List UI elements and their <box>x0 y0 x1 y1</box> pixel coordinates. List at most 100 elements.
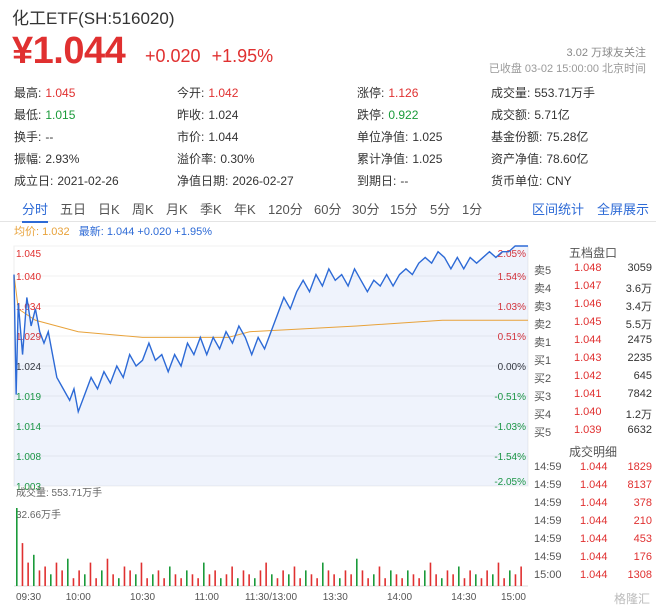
volume-bar <box>310 574 313 586</box>
volume-bar <box>169 566 171 586</box>
volume-bar <box>486 570 488 586</box>
volume-bar <box>140 562 143 586</box>
detail-time: 14:59 <box>534 533 562 545</box>
orderbook-level: 买5 <box>534 427 552 439</box>
orderbook-volume: 7842 <box>627 388 652 400</box>
info-value: 1.024 <box>208 108 239 122</box>
tab-5[interactable]: 季K <box>200 202 222 217</box>
volume-max-label: 32.66万手 <box>16 508 61 521</box>
x-tick-label: 14:00 <box>387 592 412 603</box>
tab-0[interactable]: 分时 <box>22 199 49 223</box>
info-value: 1.126 <box>388 86 419 100</box>
y-tick-label: 1.019 <box>16 392 41 403</box>
orderbook-price: 1.040 <box>574 406 602 418</box>
y-tick-label: 1.003 <box>16 482 41 493</box>
tab-10[interactable]: 15分 <box>390 202 418 217</box>
volume-bar <box>333 574 335 586</box>
volume-bar <box>16 508 18 586</box>
detail-volume: 378 <box>633 497 652 509</box>
volume-bar <box>44 566 46 586</box>
volume-bar <box>401 578 403 586</box>
detail-volume: 210 <box>633 515 652 527</box>
orderbook-price: 1.043 <box>574 352 602 364</box>
volume-bar <box>33 554 35 586</box>
x-tick-label: 11:00 <box>195 592 220 603</box>
info-value: 2026-02-27 <box>232 174 294 188</box>
orderbook-level: 卖2 <box>534 319 552 331</box>
tab-6[interactable]: 年K <box>234 202 256 217</box>
orderbook-level: 卖3 <box>534 301 552 313</box>
volume-bar <box>248 574 250 586</box>
tab-11[interactable]: 5分 <box>430 202 451 217</box>
volume-bar <box>395 574 398 586</box>
x-tick-label: 10:30 <box>130 592 155 603</box>
info-value: 1.042 <box>208 86 239 100</box>
tab-7[interactable]: 120分 <box>268 202 303 217</box>
tab-12[interactable]: 1分 <box>462 202 483 217</box>
info-item: 成交量: 553.71万手 <box>491 84 595 101</box>
tab-1[interactable]: 五日 <box>60 202 87 217</box>
detail-price: 1.044 <box>580 551 608 563</box>
info-label: 涨停: <box>357 86 385 100</box>
tab-9[interactable]: 30分 <box>352 202 380 217</box>
y-tick-label: 1.040 <box>16 272 41 283</box>
volume-bar <box>424 570 426 586</box>
info-label: 最低: <box>14 108 42 122</box>
info-item: 振幅: 2.93% <box>14 150 79 167</box>
fullscreen-link[interactable]: 全屏展示 <box>597 202 650 217</box>
orderbook-row: 买2 1.042 645 <box>534 370 652 388</box>
volume-bar <box>55 562 58 586</box>
tab-4[interactable]: 月K <box>166 202 188 217</box>
orderbook-level: 买4 <box>534 409 552 421</box>
volume-label: 成交量: 553.71万手 <box>16 486 102 499</box>
info-label: 最高: <box>14 86 42 100</box>
volume-bar <box>112 574 114 586</box>
info-label: 溢价率: <box>177 152 217 166</box>
orderbook-level: 卖4 <box>534 283 552 295</box>
last-price-legend: 最新: 1.044 +0.020 +1.95% <box>78 226 213 238</box>
info-label: 换手: <box>14 130 42 144</box>
volume-bar <box>305 570 307 586</box>
info-item: 跌停: 0.922 <box>357 106 418 123</box>
orderbook-row: 卖4 1.047 3.6万 <box>534 280 652 298</box>
orderbook-price: 1.044 <box>574 334 602 346</box>
volume-bar <box>435 574 437 586</box>
pct-tick-label: 1.03% <box>498 302 526 313</box>
tab-2[interactable]: 日K <box>98 202 120 217</box>
volume-bar <box>106 558 109 586</box>
volume-bar <box>27 562 29 586</box>
tab-8[interactable]: 60分 <box>314 202 342 217</box>
detail-time: 14:59 <box>534 479 562 491</box>
volume-bar <box>174 574 177 586</box>
pct-tick-label: -2.05% <box>494 477 526 488</box>
orderbook-level: 卖5 <box>534 265 552 277</box>
change-value: +0.020 <box>145 46 201 66</box>
info-value: 2.93% <box>45 152 80 166</box>
watermark-logo: 格隆汇 <box>613 592 650 606</box>
info-value: 1.044 <box>208 130 239 144</box>
volume-bar <box>503 578 505 586</box>
volume-bar <box>197 578 199 586</box>
volume-bar <box>220 578 222 586</box>
info-item: 最高: 1.045 <box>14 84 75 101</box>
tab-3[interactable]: 周K <box>132 202 154 217</box>
detail-time: 15:00 <box>534 569 562 581</box>
volume-bar <box>339 578 341 586</box>
orderbook-volume: 645 <box>633 370 652 382</box>
orderbook-volume: 3.6万 <box>625 283 652 295</box>
detail-time: 14:59 <box>534 515 562 527</box>
detail-price: 1.044 <box>580 533 608 545</box>
orderbook-price: 1.047 <box>574 280 602 292</box>
intraday-chart[interactable]: 1.0452.05%1.0401.54%1.0341.03%1.0290.51%… <box>0 238 530 615</box>
current-price: ¥1.044 <box>12 30 126 72</box>
volume-bar <box>61 570 63 586</box>
volume-bar <box>520 566 522 586</box>
range-stats-link[interactable]: 区间统计 <box>532 202 585 217</box>
orderbook-price: 1.042 <box>574 370 602 382</box>
volume-bar <box>265 562 267 586</box>
chart-legend: 均价: 1.032 最新: 1.044 +0.020 +1.95% <box>14 223 212 239</box>
info-value: 78.60亿 <box>546 152 589 166</box>
volume-bar <box>497 562 500 586</box>
x-tick-label: 10:00 <box>66 592 91 603</box>
info-item: 货币单位: CNY <box>491 172 572 189</box>
